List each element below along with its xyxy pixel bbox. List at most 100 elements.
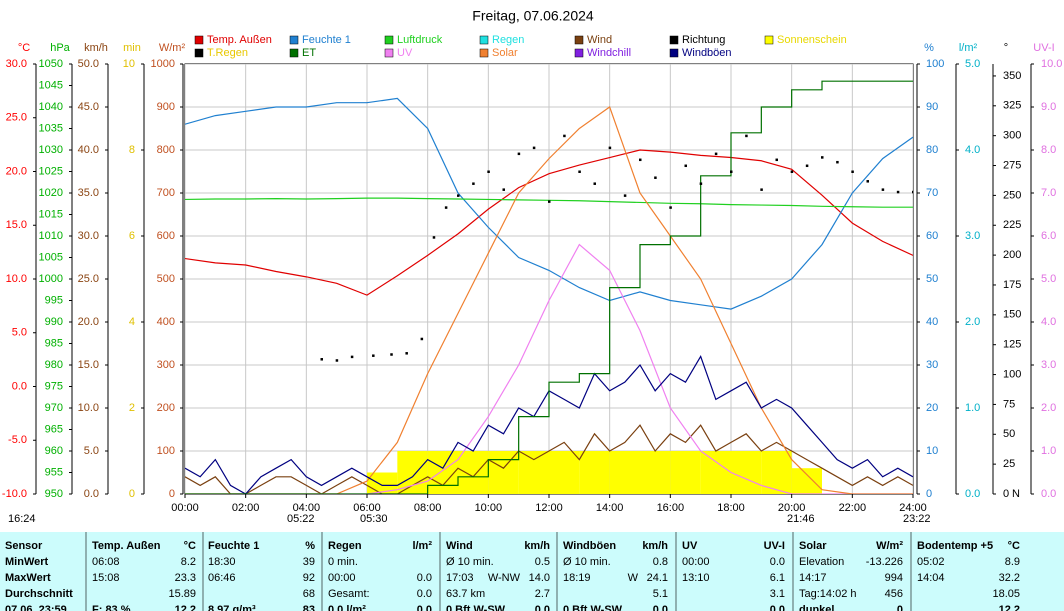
- cell-text: 8.97 g/m³: [208, 604, 256, 611]
- sunshine-bar: [488, 451, 519, 494]
- y-tick-label: 200: [157, 402, 175, 414]
- y-tick-label: 965: [45, 423, 63, 435]
- series-line: [185, 243, 913, 494]
- cell-value: 0: [897, 604, 903, 611]
- series-line: [185, 197, 913, 208]
- direction-dot: [472, 182, 475, 185]
- y-tick-label: 150: [1003, 309, 1021, 321]
- y-tick-label: 10: [123, 58, 135, 70]
- axis-unit: hPa: [50, 42, 70, 54]
- y-tick-label: 325: [1003, 100, 1021, 112]
- y-tick-label: 30.0: [78, 230, 99, 242]
- cell-value: 92: [303, 572, 315, 584]
- direction-dot: [836, 160, 839, 164]
- x-tick-label: 04:00: [293, 502, 321, 514]
- cell-value: 0.0: [653, 604, 668, 611]
- sunshine-bar: [518, 451, 549, 494]
- direction-dot: [593, 182, 596, 185]
- legend-swatch: [289, 48, 299, 58]
- x-tick-label: 24:00: [899, 502, 927, 514]
- direction-dot: [563, 134, 566, 138]
- y-tick-label: 225: [1003, 219, 1021, 231]
- y-tick-label: 900: [157, 101, 175, 113]
- direction-dot: [851, 170, 854, 173]
- legend-label: Windböen: [682, 47, 732, 59]
- axis-unit: %: [924, 42, 934, 54]
- cell-value: UV-I: [764, 540, 785, 552]
- cell-value: 0.0: [417, 572, 432, 584]
- y-tick-label: 5.0: [12, 327, 27, 339]
- legend-label: T.Regen: [207, 47, 248, 59]
- axis-unit: °: [1004, 42, 1008, 54]
- y-tick-label: 980: [45, 359, 63, 371]
- cell-value: 8.2: [181, 556, 196, 568]
- y-tick-label: 985: [45, 337, 63, 349]
- y-tick-label: 20.0: [78, 316, 99, 328]
- direction-dot: [608, 146, 612, 150]
- y-tick-label: 5.0: [84, 445, 99, 457]
- cell-value: km/h: [524, 540, 550, 552]
- y-tick-label: 50: [1003, 428, 1015, 440]
- x-tick-label: 00:00: [171, 502, 199, 514]
- legend-swatch: [384, 35, 394, 45]
- direction-dot: [760, 188, 763, 191]
- x-tick-label: 06:00: [353, 502, 381, 514]
- y-tick-label: 1005: [39, 251, 63, 263]
- y-tick-label: 0.0: [12, 380, 27, 392]
- time-annotation: 23:22: [903, 513, 931, 525]
- direction-dot: [912, 190, 913, 194]
- cell-text: Elevation: [799, 556, 844, 568]
- cell-value: 68: [303, 588, 315, 600]
- cell-text: 0 min.: [328, 556, 358, 568]
- direction-dot: [639, 158, 642, 162]
- direction-dot: [444, 206, 448, 209]
- y-tick-label: 1000: [39, 273, 63, 285]
- y-tick-label: 1015: [39, 208, 63, 220]
- y-tick-label: 125: [1003, 339, 1021, 351]
- legend-swatch: [194, 35, 204, 45]
- sunshine-bar: [549, 451, 580, 494]
- cell-value: 0.0: [535, 604, 550, 611]
- axis-unit: l/m²: [959, 42, 978, 54]
- y-tick-label: 0: [926, 488, 932, 500]
- y-tick-label: 3.0: [1041, 359, 1056, 371]
- axis-unit: min: [123, 42, 141, 54]
- direction-dot: [432, 236, 436, 239]
- cell-value: 0.0: [770, 556, 785, 568]
- cell-text: 00:00: [328, 572, 356, 584]
- cell-value: 8.9: [1005, 556, 1020, 568]
- cell-text: F: 83 %: [92, 604, 131, 611]
- x-tick-label: 20:00: [778, 502, 806, 514]
- cell-text: 63.7 km: [446, 588, 485, 600]
- y-tick-label: 800: [157, 144, 175, 156]
- y-tick-label: 1050: [39, 58, 63, 70]
- cell-text: Ø 10 min.: [446, 556, 494, 568]
- y-tick-label: 10: [926, 445, 938, 457]
- axis-unit: W/m²: [159, 42, 186, 54]
- cell-value: 18.05: [992, 588, 1020, 600]
- y-tick-label: 4.0: [965, 144, 980, 156]
- direction-dot: [457, 194, 460, 197]
- legend-label: Luftdruck: [397, 34, 443, 46]
- cell-text: Ø 10 min.: [563, 556, 611, 568]
- cell-value: 994: [885, 572, 903, 584]
- legend-label: Wind: [587, 34, 612, 46]
- x-tick-label: 02:00: [232, 502, 260, 514]
- time-annotation: 16:24: [8, 513, 36, 525]
- sunshine-bar: [791, 468, 822, 494]
- legend-swatch: [384, 48, 394, 58]
- legend-swatch: [669, 48, 679, 58]
- y-tick-label: 4: [129, 316, 135, 328]
- y-tick-label: 4.0: [1041, 316, 1056, 328]
- y-tick-label: 50.0: [78, 58, 99, 70]
- y-tick-label: 40: [926, 316, 938, 328]
- y-tick-label: 200: [1003, 249, 1021, 261]
- cell-value: W/m²: [876, 540, 903, 552]
- legend-swatch: [289, 35, 299, 45]
- series-line: [185, 97, 913, 310]
- legend-swatch: [574, 48, 584, 58]
- direction-dot: [730, 170, 733, 173]
- cell-text: 05:02: [917, 556, 945, 568]
- cell-text: Regen: [328, 540, 362, 552]
- legend-label: Sonnenschein: [777, 34, 847, 46]
